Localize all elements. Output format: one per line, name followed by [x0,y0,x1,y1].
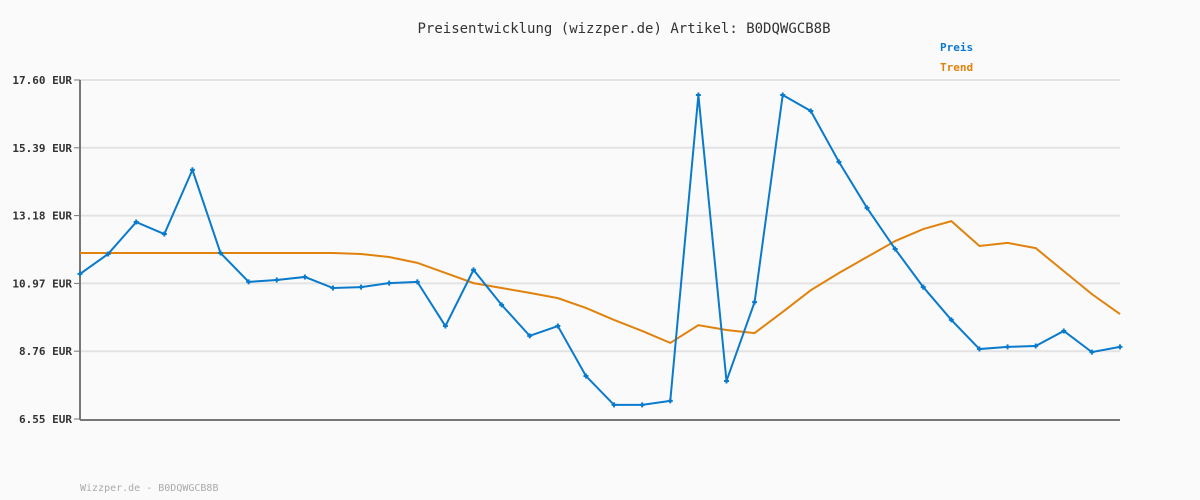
y-tick-label: 8.76 EUR [19,345,72,358]
data-point [723,378,729,384]
series-line-preis [79,93,1121,406]
chart-title: Preisentwicklung (wizzper.de) Artikel: B… [417,21,830,37]
legend-preis: Preis [940,41,973,54]
data-point [892,246,898,252]
y-tick-label: 13.18 EUR [12,210,72,223]
data-point [808,108,814,114]
data-point [246,279,252,285]
data-point [611,402,617,408]
data-point [1061,328,1067,334]
data-point [302,274,308,280]
data-point [976,346,982,352]
data-point [1089,349,1095,355]
data-point [1117,344,1123,350]
data-point [499,302,505,308]
y-tick-label: 15.39 EUR [12,142,72,155]
y-tick-label: 6.55 EUR [19,413,72,426]
data-point [274,277,280,283]
data-point [442,323,448,329]
data-point [695,92,701,98]
legend-trend: Trend [940,61,973,74]
data-point [133,219,139,225]
series-line-trend [80,220,1121,345]
data-point [386,280,392,286]
data-point [161,231,167,237]
y-tick-label: 10.97 EUR [12,277,72,290]
data-point [639,402,645,408]
data-point [414,279,420,285]
data-point [1005,344,1011,350]
data-point [330,285,336,291]
data-point [358,284,364,290]
data-point [555,323,561,329]
data-point [780,92,786,98]
data-point [105,251,111,257]
data-point [920,284,926,290]
data-point [471,267,477,273]
data-point [77,271,83,277]
footer-credit: Wizzper.de - B0DQWGCB8B [80,483,218,494]
data-point [752,299,758,305]
data-point [527,333,533,339]
data-point [864,205,870,211]
data-point [583,373,589,379]
data-point [667,398,673,404]
y-tick-label: 17.60 EUR [12,74,72,87]
data-point [189,167,195,173]
data-point [948,317,954,323]
data-point [218,250,224,256]
data-point [1033,343,1039,349]
data-point [836,159,842,165]
